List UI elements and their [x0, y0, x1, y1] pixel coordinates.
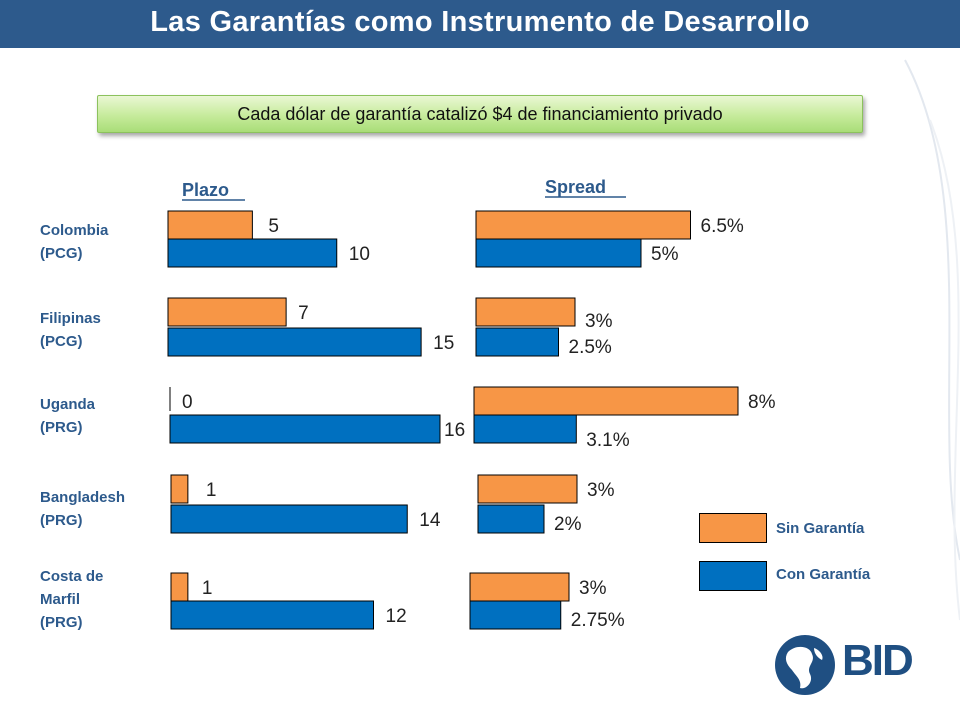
country-label-costa-de-marfil: Costa de Marfil (PRG): [40, 565, 103, 634]
bar-spread-sin-garantia: [475, 210, 691, 240]
data-label-plazo-con-garantia: 12: [386, 606, 407, 627]
data-label-plazo-sin-garantia: 1: [206, 480, 217, 501]
page-title: Las Garantías como Instrumento de Desarr…: [150, 6, 810, 38]
data-label-spread-sin-garantia: 6.5%: [701, 216, 744, 237]
data-label-spread-con-garantia: 2.75%: [571, 610, 625, 631]
bar-spread-sin-garantia: [477, 474, 578, 504]
data-label-plazo-con-garantia: 10: [349, 244, 370, 265]
data-label-plazo-con-garantia: 16: [444, 420, 465, 441]
summary-banner: Cada dólar de garantía catalizó $4 de fi…: [97, 95, 863, 133]
bar-plazo-con-garantia: [170, 600, 374, 630]
country-label-line: Bangladesh: [40, 489, 126, 506]
bar-spread-sin-garantia: [469, 572, 570, 602]
country-label-bangladesh: Bangladesh (PRG): [40, 486, 125, 532]
legend-label-con-garantia: Con Garantía: [776, 566, 871, 583]
bid-logo-text: BID: [842, 636, 914, 685]
country-label-line: (PCG): [40, 333, 83, 350]
country-label-line: Costa de: [40, 568, 104, 585]
bar-plazo-con-garantia: [167, 238, 338, 268]
bar-plazo-sin-garantia: [167, 210, 253, 240]
country-label-line: (PRG): [40, 614, 83, 631]
title-bar: [0, 0, 960, 48]
plazo-header: Plazo: [182, 180, 229, 200]
country-label-line: (PRG): [40, 512, 83, 529]
data-label-plazo-con-garantia: 15: [433, 333, 454, 354]
country-label-line: Uganda: [40, 396, 96, 413]
country-label-line: Marfil: [40, 591, 81, 608]
country-label-line: Filipinas: [40, 310, 101, 327]
data-label-plazo-sin-garantia: 0: [182, 392, 193, 413]
bar-spread-con-garantia: [469, 600, 562, 630]
data-label-spread-con-garantia: 2%: [554, 514, 582, 535]
bar-plazo-con-garantia: [170, 504, 408, 534]
data-label-spread-sin-garantia: 3%: [587, 480, 615, 501]
bar-spread-con-garantia: [475, 238, 642, 268]
bar-plazo-sin-garantia: [167, 297, 287, 327]
bar-spread-sin-garantia: [473, 386, 739, 416]
bar-plazo-con-garantia: [167, 327, 422, 357]
bid-globe-icon: [775, 635, 835, 695]
bar-spread-con-garantia: [477, 504, 545, 534]
data-label-spread-con-garantia: 2.5%: [569, 337, 612, 358]
data-label-spread-sin-garantia: 3%: [579, 578, 607, 599]
bar-spread-sin-garantia: [475, 297, 576, 327]
country-label-colombia: Colombia (PCG): [40, 219, 108, 265]
data-label-plazo-con-garantia: 14: [419, 510, 441, 531]
data-label-spread-sin-garantia: 3%: [585, 311, 613, 332]
chart-marks: 5 7 0 1 1 10 15 16 14 12 6.5% 3% 8% 3% 3% 5% 2.5% 3.1% 2% 2…: [167, 210, 776, 631]
data-label-plazo-sin-garantia: 5: [268, 216, 279, 237]
data-label-plazo-sin-garantia: 7: [298, 303, 309, 324]
bar-plazo-sin-garantia: [170, 572, 189, 602]
data-label-spread-con-garantia: 5%: [651, 244, 679, 265]
data-label-plazo-sin-garantia: 1: [202, 578, 213, 599]
legend-label-sin-garantia: Sin Garantía: [776, 520, 865, 537]
data-label-spread-con-garantia: 3.1%: [586, 430, 629, 451]
country-label-line: (PCG): [40, 245, 83, 262]
country-label-line: (PRG): [40, 419, 83, 436]
country-label-uganda: Uganda (PRG): [40, 393, 95, 439]
data-label-spread-sin-garantia: 8%: [748, 392, 776, 413]
legend-swatch-sin-garantia: [699, 513, 767, 543]
bar-spread-con-garantia: [475, 327, 559, 357]
spread-header: Spread: [545, 177, 606, 197]
bar-plazo-con-garantia: [169, 414, 441, 444]
legend-swatch-con-garantia: [699, 561, 767, 591]
bar-plazo-sin-garantia: [170, 474, 189, 504]
country-label-line: Colombia: [40, 222, 109, 239]
country-label-filipinas: Filipinas (PCG): [40, 307, 101, 353]
bar-spread-con-garantia: [473, 414, 577, 444]
